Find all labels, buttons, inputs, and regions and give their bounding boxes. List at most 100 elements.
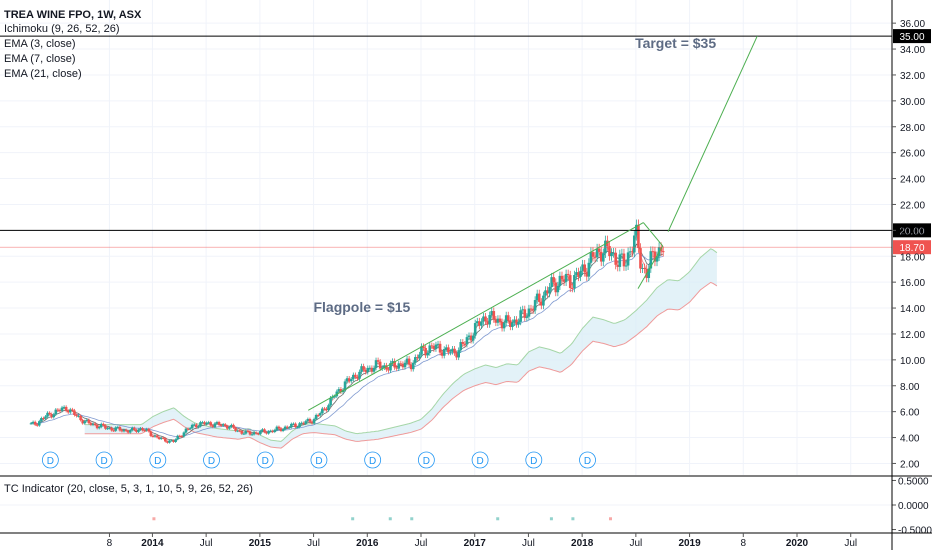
candle-body-113 [263, 429, 266, 433]
candle-body-210 [463, 343, 467, 345]
ema-lines [30, 234, 664, 442]
candle-body-91 [217, 422, 221, 425]
candle-body-203 [449, 351, 452, 353]
candle-body-101 [238, 430, 241, 432]
candle-body-192 [426, 353, 429, 356]
candle-body-283 [614, 252, 617, 265]
candle-body-0 [29, 423, 33, 425]
candle-body-181 [403, 362, 407, 368]
dividend-label-8: D [476, 456, 483, 467]
candle-body-56 [145, 428, 149, 431]
candle-body-237 [519, 310, 522, 322]
candle-body-62 [157, 437, 161, 439]
candle-body-41 [114, 427, 118, 431]
candle-body-145 [329, 397, 332, 406]
candle-body-126 [290, 423, 293, 428]
y-tick-label-15: 32.00 [900, 71, 925, 82]
candle-body-230 [504, 315, 508, 323]
candle-body-173 [387, 369, 390, 371]
chart-title: TREA WINE FPO, 1W, ASX [4, 9, 142, 21]
candle-body-274 [595, 248, 599, 258]
candle-body-290 [628, 251, 632, 253]
candle-body-18 [66, 410, 70, 413]
candle-body-39 [110, 427, 113, 431]
y-tick-label-8: 18.00 [900, 252, 925, 263]
candle-body-153 [345, 378, 349, 382]
candle-body-97 [230, 424, 233, 428]
candle-body-206 [455, 353, 458, 358]
candle-body-156 [352, 374, 355, 380]
legend-ema-7[interactable]: EMA (7, close) [4, 53, 76, 65]
candle-body-135 [308, 418, 312, 422]
x-tick-label-4: Jul [307, 538, 320, 549]
candle-body-27 [85, 419, 89, 422]
candle-body-54 [141, 428, 144, 431]
y-tick-label-1: 4.00 [900, 434, 920, 445]
candle-body-161 [362, 366, 365, 370]
candle-body-29 [89, 423, 93, 425]
candle-body-218 [480, 321, 483, 326]
candles [29, 219, 665, 444]
candle-body-176 [393, 360, 396, 368]
candle-body-233 [511, 322, 514, 327]
candle-body-248 [542, 295, 545, 306]
candle-body-259 [564, 273, 568, 282]
candle-body-270 [587, 262, 591, 277]
candle-body-38 [108, 427, 111, 429]
dividend-marker-1 [95, 451, 113, 469]
candle-body-52 [137, 429, 140, 432]
candle-body-171 [383, 365, 386, 368]
legend-ema-3[interactable]: EMA (3, close) [4, 38, 76, 50]
candle-body-238 [521, 309, 525, 311]
trendline-0 [307, 222, 644, 411]
candle-body-120 [277, 426, 281, 429]
candle-body-49 [130, 427, 134, 431]
candle-body-65 [164, 438, 167, 442]
candle-body-69 [172, 440, 175, 442]
candle-body-225 [494, 319, 498, 323]
candle-body-124 [285, 426, 289, 428]
candle-body-98 [232, 424, 235, 428]
y-tick-label-12: 26.00 [900, 149, 925, 160]
candle-body-13 [56, 409, 60, 411]
candle-body-217 [478, 321, 481, 326]
candle-body-214 [471, 335, 475, 341]
legend-ema-21[interactable]: EMA (21, close) [4, 68, 82, 80]
dividend-marker-4 [256, 451, 274, 469]
candle-body-8 [46, 412, 49, 417]
candle-body-7 [44, 416, 47, 419]
candle-body-177 [395, 367, 399, 369]
candle-body-220 [484, 316, 487, 322]
candle-body-109 [254, 432, 258, 434]
candle-body-4 [37, 421, 41, 426]
legend-tc-indicator[interactable]: TC Indicator (20, close, 5, 3, 1, 10, 5,… [4, 483, 253, 495]
candle-body-196 [434, 344, 438, 350]
candle-body-295 [639, 248, 642, 269]
candle-body-76 [186, 428, 190, 430]
candle-body-84 [203, 422, 206, 425]
candle-body-212 [467, 335, 471, 338]
x-tick-label-1: 2014 [141, 538, 164, 549]
candle-body-219 [482, 316, 485, 322]
candle-body-222 [488, 315, 491, 325]
legend-ichimoku[interactable]: Ichimoku (9, 26, 52, 26) [4, 23, 120, 35]
candle-body-163 [366, 367, 370, 373]
candle-body-25 [81, 420, 84, 424]
candle-body-184 [409, 364, 413, 370]
candle-body-118 [273, 429, 277, 432]
candle-body-127 [292, 423, 295, 425]
candle-body-12 [54, 409, 58, 415]
candle-body-10 [50, 414, 53, 418]
candle-body-58 [149, 431, 153, 436]
candle-body-19 [68, 409, 72, 413]
candle-body-2 [33, 421, 37, 425]
candle-body-179 [399, 363, 403, 365]
candle-body-306 [661, 251, 665, 253]
candle-body-231 [506, 315, 510, 321]
y-tick-label-5: 12.00 [900, 330, 925, 341]
candle-body-262 [571, 288, 574, 290]
candle-body-258 [562, 279, 566, 282]
candle-body-202 [447, 347, 450, 353]
candle-body-147 [333, 396, 337, 398]
dividend-label-1: D [100, 456, 107, 467]
